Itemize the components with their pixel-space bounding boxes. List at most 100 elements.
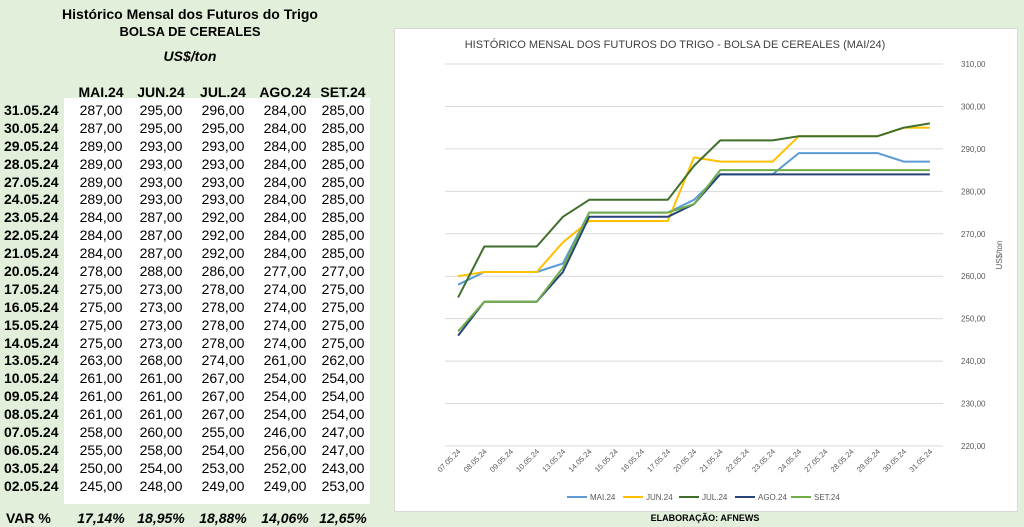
series-line-jun-24 xyxy=(457,126,930,278)
table-row: 14.05.24 275,00 273,00 278,00 274,00 275,00 xyxy=(0,335,380,353)
table-cell: 289,00 xyxy=(79,155,123,172)
row-date: 16.05.24 xyxy=(4,298,59,315)
table-cell: 285,00 xyxy=(321,102,365,118)
table-cell: 292,00 xyxy=(201,245,245,262)
table-cell: 284,00 xyxy=(79,209,123,226)
table-cell: 284,00 xyxy=(263,209,307,226)
table-cell: 267,00 xyxy=(201,388,245,405)
table-column-headers: MAI.24 JUN.24 JUL.24 AGO.24 SET.24 xyxy=(0,84,380,102)
table-cell: 275,00 xyxy=(79,334,123,351)
table-units: US$/ton xyxy=(163,48,217,64)
table-cell: 287,00 xyxy=(79,119,123,136)
table-subtitle: BOLSA DE CEREALES xyxy=(119,24,261,39)
legend-label: AGO.24 xyxy=(758,493,787,502)
table-cell: 285,00 xyxy=(321,209,365,226)
row-date: 27.05.24 xyxy=(4,173,59,190)
table-cell: 275,00 xyxy=(321,280,365,297)
y-tick-label: 270,00 xyxy=(961,230,986,239)
table-cell: 254,00 xyxy=(263,406,307,423)
table-cell: 252,00 xyxy=(263,459,307,476)
table-cell: 254,00 xyxy=(201,441,245,458)
table-cell: 254,00 xyxy=(321,388,365,405)
table-cell: 284,00 xyxy=(263,191,307,208)
row-date: 21.05.24 xyxy=(4,245,59,262)
table-cell: 263,00 xyxy=(79,352,123,369)
row-date: 15.05.24 xyxy=(4,316,59,333)
variation-label: VAR % xyxy=(6,510,51,526)
y-axis-label: US$/ton xyxy=(995,241,1004,270)
x-tick-label: 23.05.24 xyxy=(750,447,777,474)
table-cell: 284,00 xyxy=(79,227,123,244)
table-cell: 287,00 xyxy=(79,102,123,118)
y-tick-label: 220,00 xyxy=(961,442,986,451)
y-tick-label: 250,00 xyxy=(961,315,986,324)
column-header: MAI.24 xyxy=(78,84,124,100)
table-cell: 261,00 xyxy=(79,406,123,423)
table-row: 24.05.24 289,00 293,00 293,00 284,00 285,00 xyxy=(0,191,380,209)
y-tick-label: 240,00 xyxy=(961,357,986,366)
table-body: 31.05.24 287,00 295,00 296,00 284,00 285,00 30… xyxy=(0,102,380,496)
table-row: 30.05.24 287,00 295,00 295,00 284,00 285,00 xyxy=(0,120,380,138)
table-cell: 243,00 xyxy=(321,459,365,476)
x-tick-label: 28.05.24 xyxy=(829,447,856,474)
table-cell: 273,00 xyxy=(139,298,183,315)
row-date: 17.05.24 xyxy=(4,280,59,297)
row-date: 07.05.24 xyxy=(4,424,59,441)
table-cell: 275,00 xyxy=(321,298,365,315)
table-cell: 254,00 xyxy=(321,370,365,387)
table-row: 28.05.24 289,00 293,00 293,00 284,00 285,00 xyxy=(0,156,380,174)
table-row: 22.05.24 284,00 287,00 292,00 284,00 285,00 xyxy=(0,227,380,245)
table-cell: 278,00 xyxy=(201,280,245,297)
table-cell: 289,00 xyxy=(79,137,123,154)
x-tick-label: 22.05.24 xyxy=(724,447,751,474)
row-date: 31.05.24 xyxy=(4,102,59,118)
table-cell: 284,00 xyxy=(263,137,307,154)
table-cell: 293,00 xyxy=(139,155,183,172)
row-date: 29.05.24 xyxy=(4,137,59,154)
legend-label: MAI.24 xyxy=(590,493,616,502)
table-row: 02.05.24 245,00 248,00 249,00 249,00 253,00 xyxy=(0,478,380,496)
table-cell: 254,00 xyxy=(263,370,307,387)
x-tick-label: 16.05.24 xyxy=(619,447,646,474)
table-cell: 295,00 xyxy=(201,119,245,136)
table-cell: 285,00 xyxy=(321,155,365,172)
table-cell: 284,00 xyxy=(263,245,307,262)
chart-canvas: HISTÓRICO MENSAL DOS FUTUROS DO TRIGO - … xyxy=(436,38,1004,502)
row-date: 14.05.24 xyxy=(4,334,59,351)
table-cell: 293,00 xyxy=(201,191,245,208)
table-row: 31.05.24 287,00 295,00 296,00 284,00 285,00 xyxy=(0,102,380,120)
table-cell: 261,00 xyxy=(79,370,123,387)
table-cell: 293,00 xyxy=(201,173,245,190)
row-date: 28.05.24 xyxy=(4,155,59,172)
table-cell: 246,00 xyxy=(263,424,307,441)
table-row: 27.05.24 289,00 293,00 293,00 284,00 285,00 xyxy=(0,174,380,192)
table-row: 15.05.24 275,00 273,00 278,00 274,00 275,00 xyxy=(0,317,380,335)
row-date: 24.05.24 xyxy=(4,191,59,208)
column-header: JUL.24 xyxy=(200,84,246,100)
table-cell: 293,00 xyxy=(201,155,245,172)
row-date: 23.05.24 xyxy=(4,209,59,226)
x-tick-label: 08.05.24 xyxy=(462,447,489,474)
table-cell: 293,00 xyxy=(139,137,183,154)
variation-value: 17,14% xyxy=(77,510,125,526)
table-title: Histórico Mensal dos Futuros do Trigo xyxy=(62,6,318,22)
table-cell: 295,00 xyxy=(139,119,183,136)
table-cell: 247,00 xyxy=(321,441,365,458)
table-cell: 284,00 xyxy=(263,227,307,244)
row-date: 10.05.24 xyxy=(4,370,59,387)
row-date: 08.05.24 xyxy=(4,406,59,423)
x-tick-label: 15.05.24 xyxy=(593,447,620,474)
table-cell: 284,00 xyxy=(79,245,123,262)
table-cell: 267,00 xyxy=(201,370,245,387)
table-cell: 278,00 xyxy=(79,263,123,280)
variation-value: 18,95% xyxy=(137,510,185,526)
y-tick-label: 290,00 xyxy=(961,145,986,154)
table-cell: 284,00 xyxy=(263,119,307,136)
variation-row: VAR % 17,14% 18,95% 18,88% 14,06% 12,65% xyxy=(0,510,380,527)
table-row: 17.05.24 275,00 273,00 278,00 274,00 275,00 xyxy=(0,281,380,299)
table-cell: 262,00 xyxy=(321,352,365,369)
table-cell: 274,00 xyxy=(263,298,307,315)
table-cell: 250,00 xyxy=(79,459,123,476)
table-row: 21.05.24 284,00 287,00 292,00 284,00 285,00 xyxy=(0,245,380,263)
table-cell: 249,00 xyxy=(263,477,307,494)
